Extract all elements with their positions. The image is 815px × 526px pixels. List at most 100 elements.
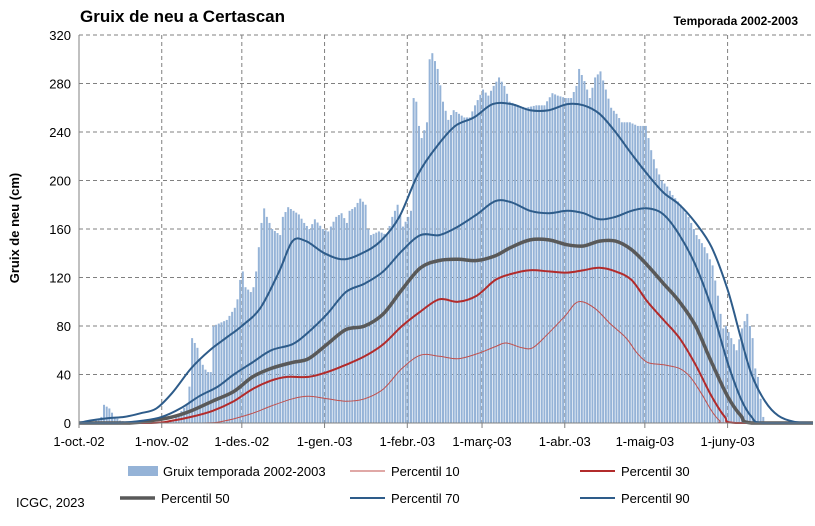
snow-depth-bar (466, 117, 469, 423)
snow-depth-bar (524, 107, 527, 423)
snow-depth-bar (300, 218, 303, 423)
legend-label: Percentil 70 (391, 491, 460, 506)
snow-depth-bar (623, 122, 626, 424)
snow-depth-bar (431, 53, 434, 423)
snow-depth-bar (508, 101, 511, 423)
snow-depth-bar (212, 326, 215, 423)
snow-depth-bar (249, 292, 252, 423)
snow-depth-bar (743, 321, 746, 423)
snow-depth-bar (255, 271, 258, 423)
snow-depth-bar (348, 210, 351, 423)
snow-depth-bar (620, 122, 623, 424)
legend-label: Percentil 50 (161, 491, 230, 506)
snow-depth-bar (308, 229, 311, 423)
x-tick-label: 1-oct.-02 (53, 434, 104, 449)
snow-depth-bar (668, 190, 671, 423)
snow-depth-bar (751, 338, 754, 423)
snow-depth-bar (607, 98, 610, 423)
snow-depth-bar (506, 93, 509, 424)
snow-depth-bar (551, 93, 554, 423)
snow-depth-bar (335, 216, 338, 423)
legend-label: Gruix temporada 2002-2003 (163, 464, 326, 479)
snow-depth-bar (463, 117, 466, 423)
snow-depth-bar (313, 219, 316, 423)
snow-depth-bar (663, 183, 666, 423)
snow-depth-bar (727, 332, 730, 423)
snow-depth-bar (303, 222, 306, 423)
snow-depth-bar (204, 369, 207, 423)
snow-depth-bar (319, 225, 322, 423)
snow-depth-bar (372, 233, 375, 423)
y-tick-label: 120 (49, 271, 71, 286)
snow-depth-bar (674, 198, 677, 423)
snow-depth-bars (92, 53, 765, 424)
snow-depth-bar (417, 125, 420, 423)
snow-depth-bar (626, 122, 629, 424)
snow-depth-bar (546, 101, 549, 424)
snow-depth-bar (343, 218, 346, 423)
snow-depth-bar (708, 259, 711, 423)
snow-depth-bar (532, 105, 535, 424)
snow-depth-bar (516, 105, 519, 423)
snow-depth-bar (337, 215, 340, 423)
percentil-90-line (78, 101, 814, 424)
snow-depth-bar (455, 111, 458, 424)
snow-depth-bar (340, 213, 343, 423)
snow-depth-bar (305, 225, 308, 423)
snow-depth-bar (177, 413, 180, 423)
snow-depth-bar (748, 326, 751, 423)
snow-depth-bar (604, 89, 607, 423)
y-tick-label: 280 (49, 77, 71, 92)
snow-depth-bar (660, 180, 663, 423)
snow-depth-bar (628, 122, 631, 424)
snow-depth-bar (247, 289, 250, 423)
snow-depth-bar (292, 210, 295, 423)
snow-depth-bar (599, 71, 602, 423)
snow-depth-bar (444, 110, 447, 423)
snow-depth-bar (474, 105, 477, 423)
snow-depth-bar (423, 130, 426, 423)
snow-depth-bar (377, 231, 380, 423)
snow-depth-bar (602, 80, 605, 423)
snow-depth-bar (239, 279, 242, 423)
snow-depth-bar (356, 202, 359, 423)
snow-depth-bar (711, 265, 714, 423)
snow-depth-bar (105, 406, 108, 423)
snow-depth-bar (514, 104, 517, 424)
snow-depth-bar (562, 97, 565, 423)
snow-depth-bar (415, 101, 418, 423)
legend-label: Percentil 30 (621, 464, 690, 479)
snow-depth-bar (116, 418, 119, 423)
snow-depth-bar (716, 295, 719, 423)
snow-depth-bar (556, 95, 559, 423)
percentil-10-line (79, 300, 813, 424)
snow-depth-bar (353, 207, 356, 423)
snow-depth-bar (530, 106, 533, 423)
snow-depth-bar (676, 201, 679, 423)
y-axis-label: Gruix de neu (cm) (7, 173, 22, 284)
snow-depth-bar (193, 342, 196, 423)
snow-depth-bar (329, 226, 332, 423)
snow-depth-bar (684, 212, 687, 423)
chart-subtitle: Temporada 2002-2003 (673, 14, 798, 28)
snow-depth-bar (655, 168, 658, 423)
snow-depth-bar (332, 221, 335, 423)
snow-depth-bar (233, 307, 236, 423)
snow-depth-bar (570, 98, 573, 424)
snow-depth-bar (428, 59, 431, 423)
snow-depth-bar (583, 81, 586, 423)
credit-text: ICGC, 2023 (16, 495, 85, 510)
percentil-70-line (79, 199, 813, 424)
x-tick-label: 1-nov.-02 (135, 434, 189, 449)
snow-depth-bar (276, 233, 279, 423)
snow-depth-bar (180, 410, 183, 423)
snow-depth-bar (113, 416, 116, 423)
snow-depth-bar (217, 323, 220, 423)
snow-depth-bar (690, 222, 693, 423)
y-tick-label: 0 (64, 416, 71, 431)
snow-depth-bar (97, 418, 100, 423)
snow-depth-bar (703, 247, 706, 423)
snow-depth-bar (252, 287, 255, 423)
snow-depth-bar (495, 81, 498, 424)
snow-depth-bar (519, 106, 522, 423)
